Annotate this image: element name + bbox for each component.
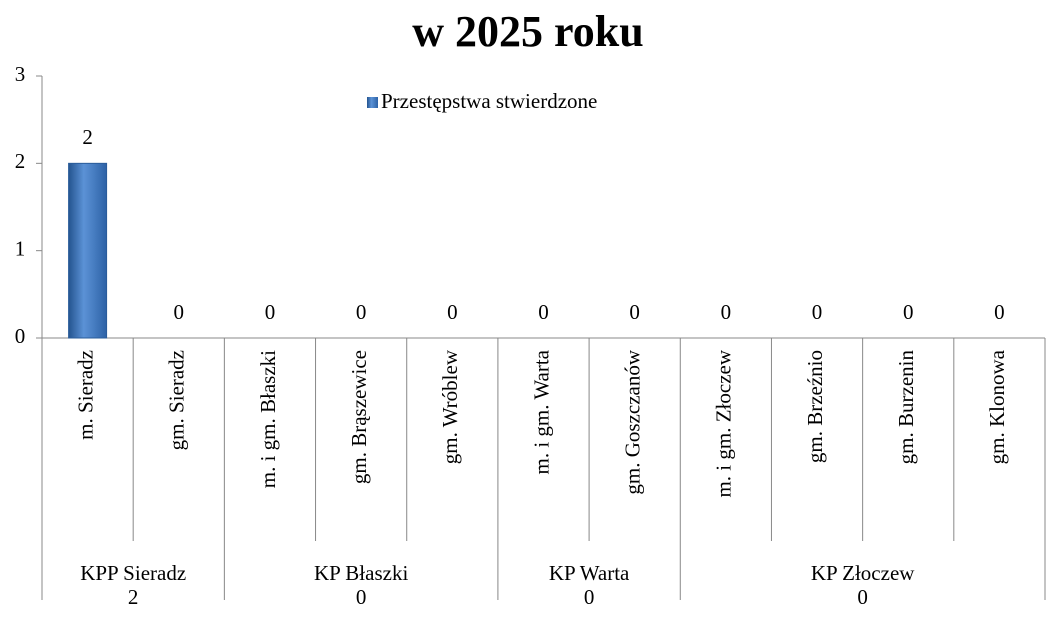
group-label: KP Warta (549, 561, 630, 585)
value-label: 0 (629, 300, 640, 324)
y-tick-label: 3 (15, 62, 26, 86)
group-label: KP Złoczew (811, 561, 915, 585)
y-tick-label: 1 (15, 236, 26, 260)
group-total: 0 (857, 585, 868, 609)
x-tick-label: m. Sieradz (73, 350, 97, 440)
x-tick-label: m. i gm. Warta (529, 349, 553, 474)
group-label: KP Błaszki (314, 561, 408, 585)
value-label: 2 (82, 125, 93, 149)
legend-swatch (367, 97, 378, 108)
value-label: 0 (356, 300, 367, 324)
x-tick-label: gm. Brzeźnio (803, 350, 827, 463)
value-label: 0 (447, 300, 458, 324)
value-label: 0 (265, 300, 276, 324)
x-tick-label: m. i gm. Błaszki (256, 350, 280, 488)
x-tick-label: gm. Wróblew (438, 349, 462, 464)
x-tick-label: gm. Goszczanów (620, 349, 644, 494)
value-label: 0 (994, 300, 1005, 324)
value-label: 0 (538, 300, 549, 324)
value-label: 0 (721, 300, 732, 324)
value-label: 0 (903, 300, 914, 324)
x-tick-label: gm. Burzenin (894, 350, 918, 465)
group-label: KPP Sieradz (80, 561, 186, 585)
value-label: 0 (812, 300, 823, 324)
x-tick-label: gm. Klonowa (985, 349, 1009, 464)
x-tick-label: gm. Sieradz (165, 350, 189, 450)
legend-label: Przestępstwa stwierdzone (381, 89, 597, 113)
y-tick-label: 2 (15, 149, 26, 173)
value-label: 0 (174, 300, 185, 324)
group-total: 2 (128, 585, 139, 609)
y-tick-label: 0 (15, 324, 26, 348)
x-tick-label: m. i gm. Złoczew (712, 349, 736, 497)
group-total: 0 (584, 585, 595, 609)
chart-title: w 2025 roku (412, 7, 643, 56)
group-total: 0 (356, 585, 367, 609)
bar (68, 162, 108, 339)
x-tick-label: gm. Brąszewice (347, 350, 371, 484)
